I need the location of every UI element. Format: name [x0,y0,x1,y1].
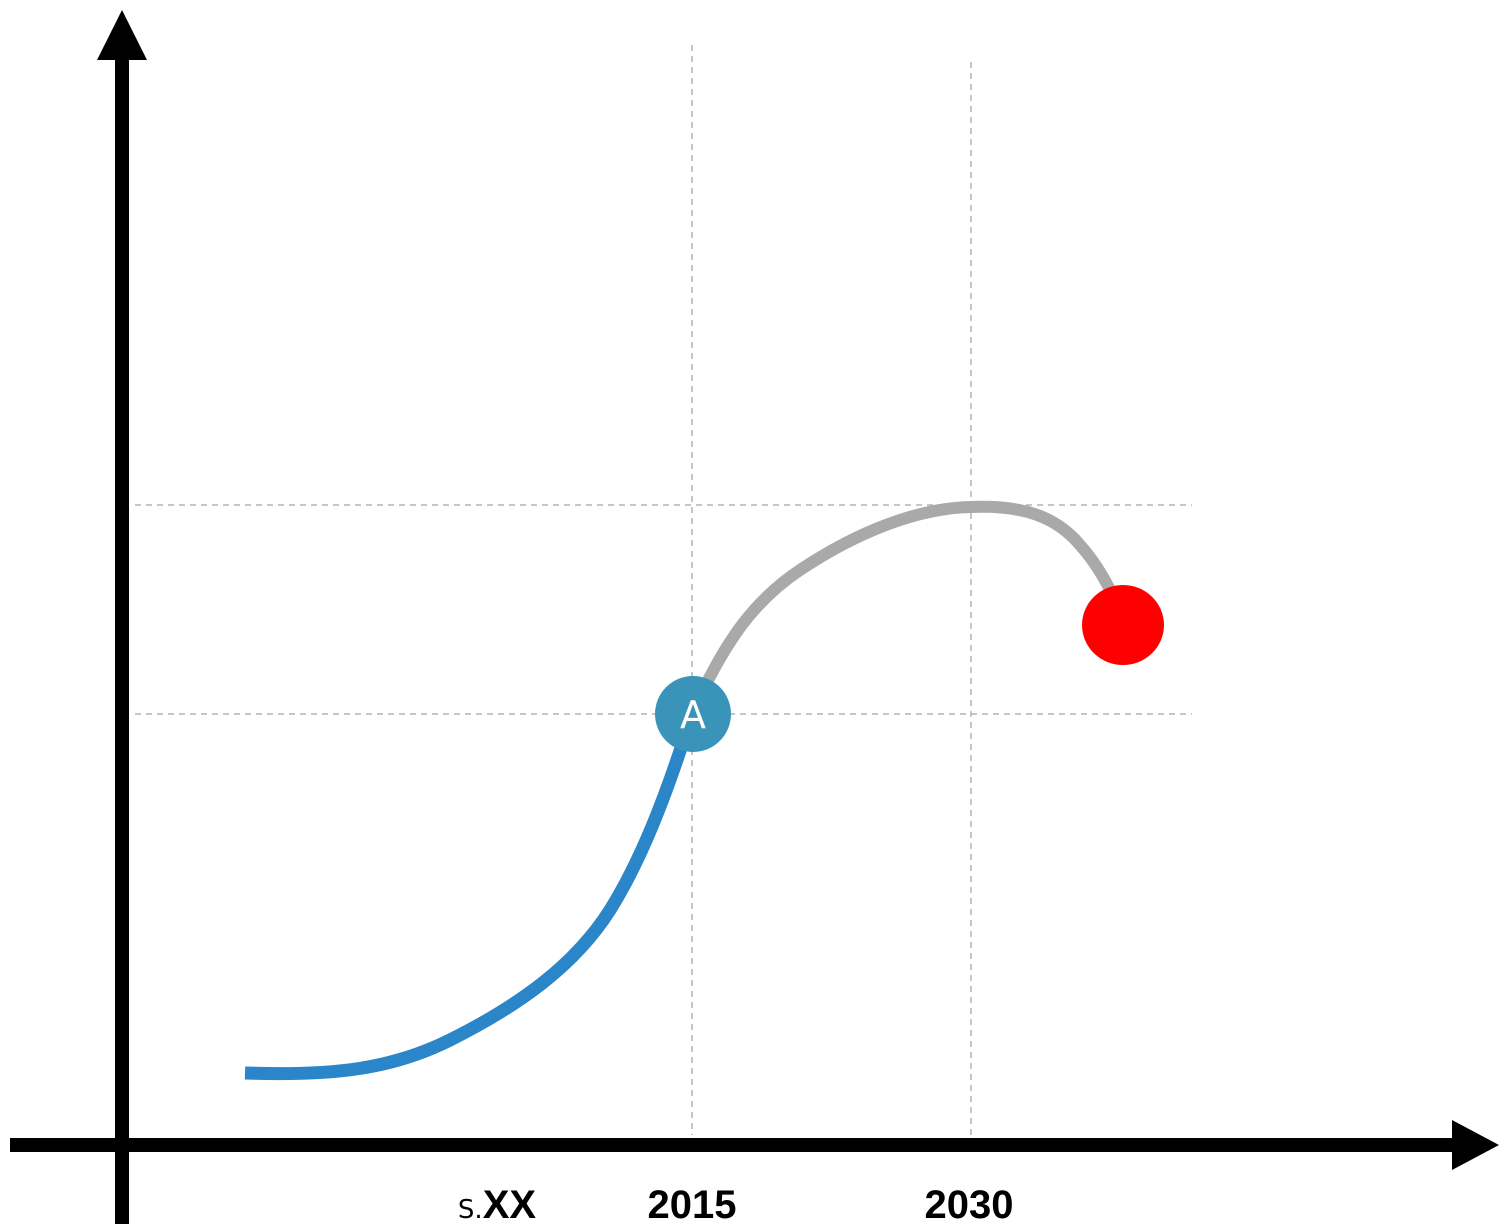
x-tick-2015: 2015 [648,1183,737,1227]
x-tick-2030: 2030 [925,1183,1014,1227]
projection-curve [686,500,1126,717]
point-a-marker: A [655,676,731,752]
point-a-circle [655,676,731,752]
x-tick-sxx: S.XX [458,1183,536,1227]
end-point-marker [1082,585,1164,665]
x-tick-sxx-main: XX [483,1183,537,1227]
y-axis-arrowhead [97,10,147,60]
point-a-label: A [680,693,706,737]
x-axis-arrowhead [1452,1120,1499,1170]
x-tick-sxx-prefix: S. [458,1195,483,1225]
historical-curve [244,712,699,1081]
